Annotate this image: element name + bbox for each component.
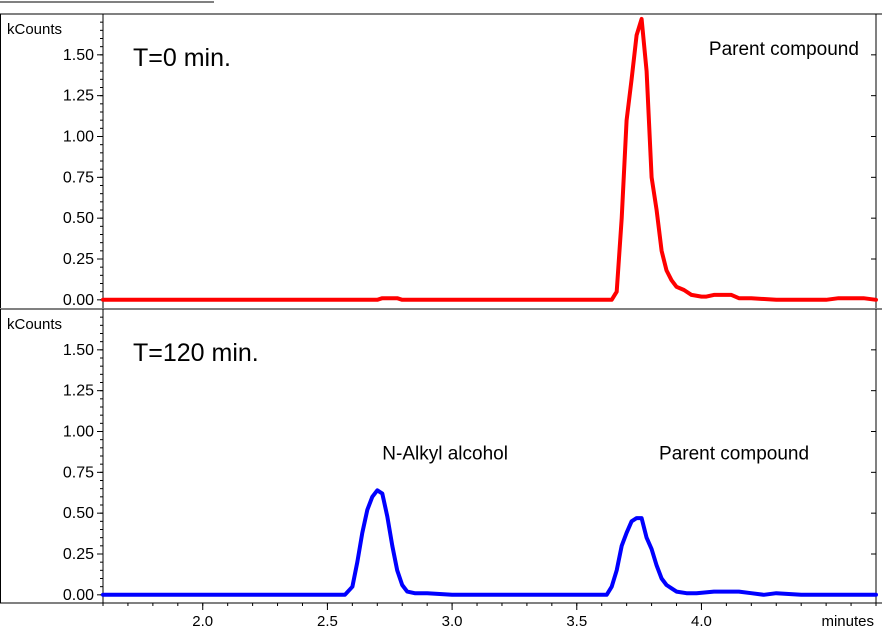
y-tick-label: 1.00 — [63, 129, 94, 146]
x-axis-label: minutes — [821, 613, 874, 628]
y-unit-label: kCounts — [7, 316, 62, 333]
y-tick-label: 0.75 — [63, 169, 94, 186]
panel-title: T=0 min. — [133, 44, 231, 72]
peak-annotation: Parent compound — [709, 39, 859, 60]
trace-line — [101, 16, 878, 302]
panel-title: T=120 min. — [133, 339, 259, 367]
y-tick-label: 0.75 — [63, 464, 94, 481]
x-tick-label: 3.0 — [442, 613, 463, 628]
y-tick-label: 0.00 — [63, 587, 94, 604]
x-tick-label: 2.5 — [317, 613, 338, 628]
y-tick-label: 1.00 — [63, 424, 94, 441]
y-tick-label: 0.50 — [63, 210, 94, 227]
y-tick-label: 1.50 — [63, 47, 94, 64]
y-tick-label: 1.50 — [63, 342, 94, 359]
peak-annotation: Parent compound — [659, 443, 809, 464]
x-tick-label: 3.5 — [566, 613, 587, 628]
y-tick-label: 0.25 — [63, 251, 94, 268]
y-tick-label: 0.25 — [63, 546, 94, 563]
x-tick-label: 4.0 — [691, 613, 712, 628]
trace-line — [101, 488, 878, 597]
y-unit-label: kCounts — [7, 21, 62, 38]
y-tick-label: 0.00 — [63, 292, 94, 309]
x-tick-label: 2.0 — [192, 613, 213, 628]
y-tick-label: 0.50 — [63, 505, 94, 522]
y-tick-label: 1.25 — [63, 383, 94, 400]
y-tick-label: 1.25 — [63, 88, 94, 105]
peak-annotation: N-Alkyl alcohol — [382, 443, 508, 464]
